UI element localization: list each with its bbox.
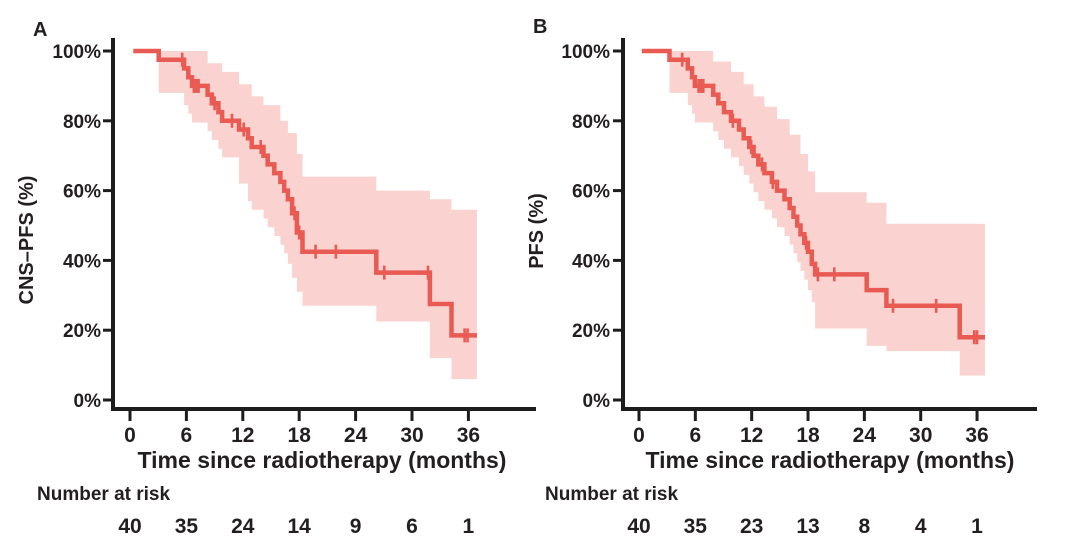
panel-a: A CNS–PFS (%) 0% 20% 40% 60% 80% 100% 0 6 12 18 24… <box>0 19 540 542</box>
y-tick-label: 80% <box>572 112 610 133</box>
risk-count: 4 <box>914 515 927 538</box>
risk-count: 1 <box>971 515 983 538</box>
y-tick-label: 0% <box>583 391 611 412</box>
risk-count: 6 <box>406 515 418 538</box>
risk-count: 14 <box>287 515 311 538</box>
y-tick-label: 0% <box>74 391 102 412</box>
panel-a-risk-row: 40 35 24 14 9 6 1 <box>0 516 540 542</box>
x-tick-label: 18 <box>288 424 312 447</box>
x-tick-label: 6 <box>689 424 701 447</box>
risk-count: 23 <box>740 515 764 538</box>
confidence-band <box>669 51 985 376</box>
panel-a-plot: 0% 20% 40% 60% 80% 100% 0 6 12 18 24 30 36 <box>52 38 536 447</box>
y-tick-label: 20% <box>572 321 610 342</box>
x-tick-label: 0 <box>633 424 645 447</box>
y-tick-label: 100% <box>561 42 610 63</box>
x-tick-label: 36 <box>965 424 988 447</box>
y-tick-label: 40% <box>572 251 610 272</box>
x-tick-label: 0 <box>124 424 136 447</box>
panel-a-label: A <box>33 19 48 41</box>
panel-b: B PFS (%) 0% 20% 40% 60% 80% 100% 0 6 12 18 24 30 36… <box>526 0 1080 551</box>
panel-a-risk-label: Number at risk <box>37 484 171 505</box>
risk-count: 40 <box>118 515 142 538</box>
x-tick-label: 12 <box>231 424 254 447</box>
panel-b-label: B <box>533 16 548 38</box>
x-tick-label: 18 <box>796 424 820 447</box>
risk-count: 8 <box>858 515 871 538</box>
confidence-band <box>158 51 477 380</box>
x-tick-label: 30 <box>400 424 423 447</box>
risk-count: 24 <box>231 515 255 538</box>
km-curve <box>641 48 985 340</box>
risk-count: 40 <box>627 515 651 538</box>
km-curve <box>133 48 477 338</box>
x-tick-label: 24 <box>853 424 877 447</box>
panel-a-x-axis-title: Time since radiotherapy (months) <box>137 447 507 473</box>
y-tick-label: 60% <box>572 182 610 203</box>
panel-b-x-axis-title: Time since radiotherapy (months) <box>645 447 1015 473</box>
panel-b-plot: 0% 20% 40% 60% 80% 100% 0 6 12 18 24 30 36 <box>561 38 1037 447</box>
x-tick-label: 6 <box>181 424 193 447</box>
panel-b-risk-label: Number at risk <box>545 484 679 505</box>
x-tick-label: 24 <box>344 424 368 447</box>
x-tick-label: 12 <box>740 424 763 447</box>
risk-count: 35 <box>683 515 707 538</box>
risk-count: 9 <box>349 515 362 538</box>
y-tick-label: 40% <box>63 251 101 272</box>
y-tick-label: 100% <box>52 42 101 63</box>
x-tick-label: 36 <box>457 424 480 447</box>
panel-b-risk-row: 40 35 23 13 8 4 1 <box>540 516 1080 542</box>
y-tick-label: 20% <box>63 321 101 342</box>
risk-count: 1 <box>462 515 475 538</box>
y-tick-label: 80% <box>63 112 101 133</box>
risk-count: 13 <box>796 515 820 538</box>
y-tick-label: 60% <box>63 182 101 203</box>
x-tick-label: 30 <box>909 424 932 447</box>
risk-count: 35 <box>174 515 199 538</box>
